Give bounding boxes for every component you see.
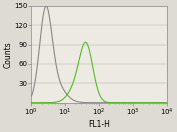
X-axis label: FL1-H: FL1-H: [88, 120, 110, 129]
Y-axis label: Counts: Counts: [4, 41, 12, 68]
